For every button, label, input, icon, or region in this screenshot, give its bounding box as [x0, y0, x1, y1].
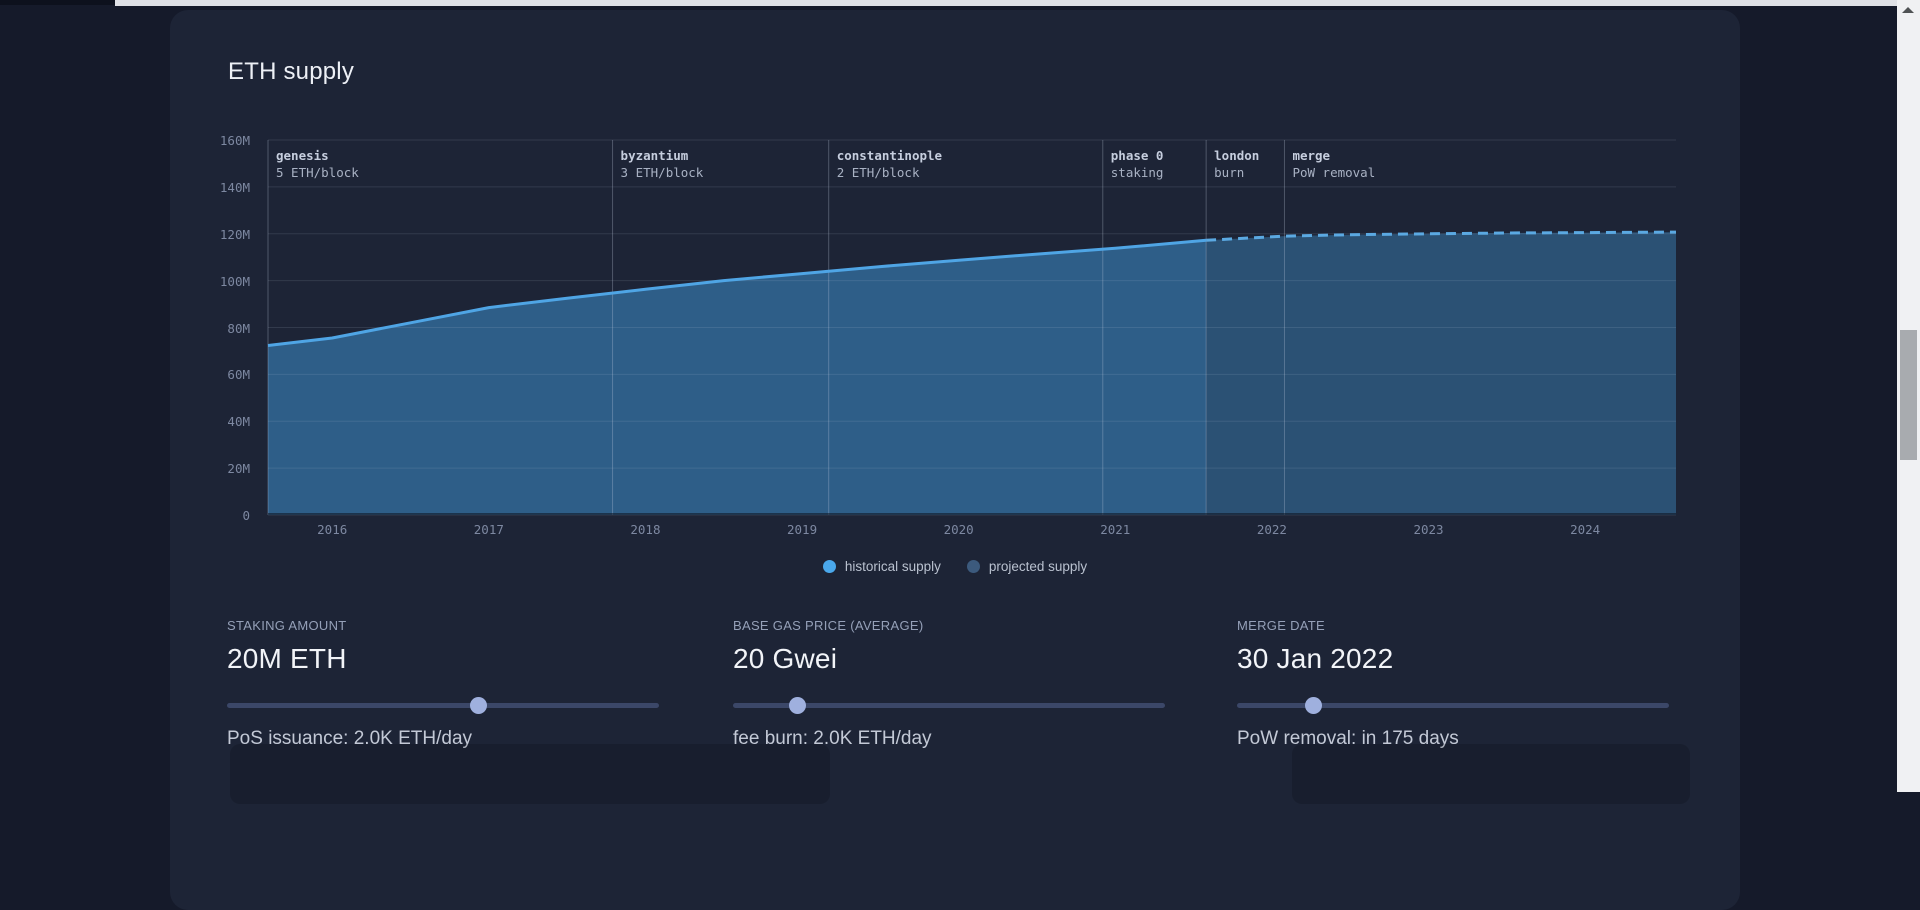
- chart-annotation-constantinople: constantinople 2 ETH/block: [837, 148, 942, 181]
- merge-date-value: 30 Jan 2022: [1237, 643, 1394, 674]
- y-tick-label: 140M: [219, 179, 250, 195]
- scroll-up-arrow-icon[interactable]: [1902, 7, 1914, 13]
- historical-line: [267, 238, 1207, 347]
- y-tick-label: 80M: [227, 320, 250, 336]
- x-tick-label: 2022: [1256, 522, 1287, 537]
- annotation-name: byzantium: [620, 148, 689, 163]
- legend-label: projected supply: [988, 558, 1088, 574]
- next-section-peek-left: [230, 744, 830, 804]
- x-tick-label: 2021: [1100, 522, 1131, 537]
- supply-chart-plot[interactable]: genesis 5 ETH/block byzantium 3 ETH/block co…: [267, 139, 1677, 516]
- base-gas-price-control: BASE GAS PRICE (AVERAGE) 20 Gwei fee bur…: [733, 618, 1165, 750]
- vertical-scrollbar[interactable]: [1897, 0, 1920, 792]
- pow-removal-text: PoW removal: in 175 days: [1237, 728, 1459, 749]
- x-tick-label: 2020: [943, 522, 974, 537]
- annotation-desc: 5 ETH/block: [276, 164, 359, 180]
- scrollbar-thumb[interactable]: [1900, 330, 1917, 460]
- merge-date-slider[interactable]: [1237, 697, 1669, 714]
- x-tick-label: 2017: [473, 522, 504, 537]
- legend-item-projected: projected supply: [966, 558, 1088, 574]
- annotation-name: phase 0: [1110, 148, 1164, 163]
- slider-thumb[interactable]: [469, 697, 487, 714]
- slider-thumb[interactable]: [788, 697, 806, 714]
- x-tick-label: 2016: [317, 522, 348, 537]
- x-tick-label: 2018: [630, 522, 661, 537]
- staking-amount-label: STAKING AMOUNT: [227, 618, 347, 633]
- eth-supply-card: ETH supply 160M 140M 120M 100M 80M 60M 40M 20M 0…: [170, 10, 1740, 910]
- annotation-name: london: [1214, 148, 1260, 163]
- page-title: ETH supply: [228, 58, 355, 85]
- historical-supply-dot-icon: [822, 559, 836, 573]
- staking-amount-slider[interactable]: [227, 697, 659, 714]
- y-tick-label: 120M: [219, 226, 250, 242]
- annotation-desc: staking: [1110, 164, 1164, 180]
- supply-chart-svg: [267, 139, 1677, 516]
- annotation-desc: PoW removal: [1292, 164, 1376, 180]
- base-gas-price-value: 20 Gwei: [733, 643, 838, 674]
- y-tick-label: 100M: [219, 273, 250, 289]
- slider-track[interactable]: [733, 703, 1165, 708]
- x-tick-label: 2024: [1570, 522, 1601, 537]
- y-tick-label: 40M: [227, 414, 250, 430]
- y-tick-label: 20M: [227, 461, 250, 477]
- merge-date-control: MERGE DATE 30 Jan 2022 PoW removal: in 1…: [1237, 618, 1669, 750]
- x-tick-label: 2023: [1413, 522, 1444, 537]
- y-tick-label: 0: [242, 508, 250, 523]
- annotation-desc: 3 ETH/block: [620, 164, 704, 180]
- pos-issuance-text: PoS issuance: 2.0K ETH/day: [227, 728, 473, 749]
- chart-legend: historical supply projected supply: [170, 555, 1740, 577]
- legend-label: historical supply: [844, 558, 941, 574]
- slider-track[interactable]: [227, 703, 659, 708]
- annotation-desc: 2 ETH/block: [836, 164, 920, 180]
- slider-thumb[interactable]: [1304, 697, 1322, 714]
- chart-annotation-byzantium: byzantium 3 ETH/block: [621, 148, 704, 181]
- base-gas-price-slider[interactable]: [733, 697, 1165, 714]
- merge-date-label: MERGE DATE: [1237, 618, 1325, 633]
- chart-annotation-phase-0: phase 0 staking: [1111, 148, 1164, 181]
- y-tick-label: 60M: [227, 367, 250, 383]
- chart-annotation-london: london burn: [1214, 148, 1259, 181]
- annotation-name: genesis: [276, 148, 329, 163]
- staking-amount-control: STAKING AMOUNT 20M ETH PoS issuance: 2.0…: [227, 618, 659, 750]
- top-edge-dark-segment: [0, 0, 115, 5]
- fee-burn-text: fee burn: 2.0K ETH/day: [733, 728, 932, 749]
- y-tick-label: 160M: [219, 133, 250, 148]
- staking-amount-value: 20M ETH: [227, 643, 347, 674]
- legend-item-historical: historical supply: [822, 558, 941, 574]
- x-tick-label: 2019: [787, 522, 818, 537]
- slider-track[interactable]: [1237, 703, 1669, 708]
- projected-area: [1206, 232, 1676, 515]
- projected-supply-dot-icon: [966, 559, 980, 573]
- annotation-name: merge: [1292, 148, 1331, 163]
- top-edge-strip: [115, 0, 1920, 6]
- chart-annotation-genesis: genesis 5 ETH/block: [276, 148, 359, 181]
- annotation-name: constantinople: [836, 148, 943, 163]
- historical-area: [268, 240, 1207, 516]
- next-section-peek-right: [1292, 744, 1690, 804]
- chart-annotation-merge: merge PoW removal: [1292, 148, 1375, 181]
- base-gas-price-label: BASE GAS PRICE (AVERAGE): [733, 618, 924, 633]
- annotation-desc: burn: [1214, 164, 1245, 180]
